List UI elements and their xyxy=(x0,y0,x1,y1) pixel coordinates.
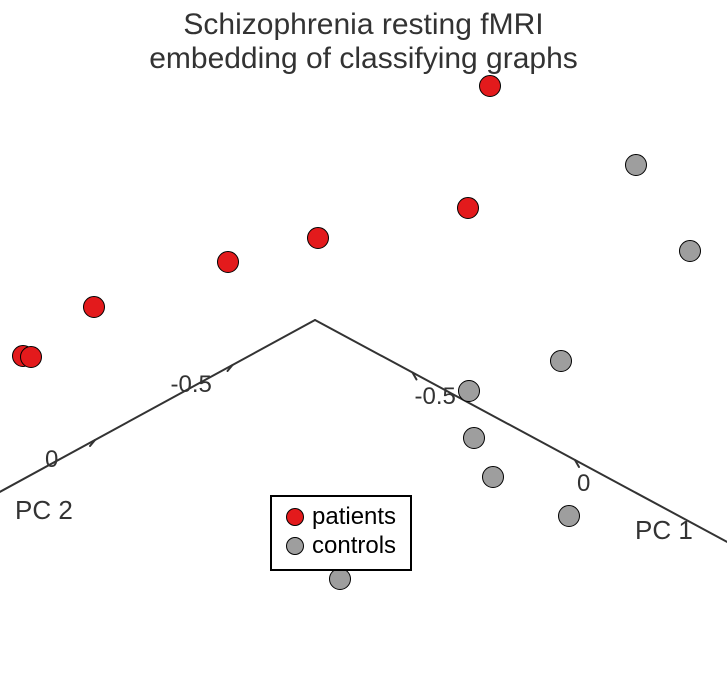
patients-point xyxy=(83,296,105,318)
patients-point xyxy=(217,251,239,273)
patients-point xyxy=(479,75,501,97)
chart-title-line-1: Schizophrenia resting fMRI xyxy=(0,8,727,42)
controls-point xyxy=(679,240,701,262)
axis-label-pc1: PC 1 xyxy=(635,515,693,546)
axes-frame xyxy=(0,0,727,680)
legend-marker-controls xyxy=(286,537,304,555)
legend: patients controls xyxy=(270,495,412,571)
patients-point xyxy=(457,197,479,219)
legend-marker-patients xyxy=(286,508,304,526)
legend-row-patients: patients xyxy=(286,503,396,532)
tick-label: 0 xyxy=(577,470,590,498)
legend-row-controls: controls xyxy=(286,532,396,561)
controls-point xyxy=(463,427,485,449)
controls-point xyxy=(558,505,580,527)
tick-label: 0 xyxy=(45,446,58,474)
controls-point xyxy=(482,466,504,488)
controls-point xyxy=(550,350,572,372)
patients-point xyxy=(307,227,329,249)
patients-point xyxy=(20,346,42,368)
tick-label: -0.5 xyxy=(171,371,212,399)
legend-label-controls: controls xyxy=(312,532,396,561)
controls-point xyxy=(625,154,647,176)
axis-label-pc2: PC 2 xyxy=(15,495,73,526)
tick-label: -0.5 xyxy=(415,383,456,411)
chart-root: Schizophrenia resting fMRI embedding of … xyxy=(0,0,727,680)
chart-title-line-2: embedding of classifying graphs xyxy=(0,42,727,76)
controls-point xyxy=(329,568,351,590)
controls-point xyxy=(458,380,480,402)
legend-label-patients: patients xyxy=(312,503,396,532)
